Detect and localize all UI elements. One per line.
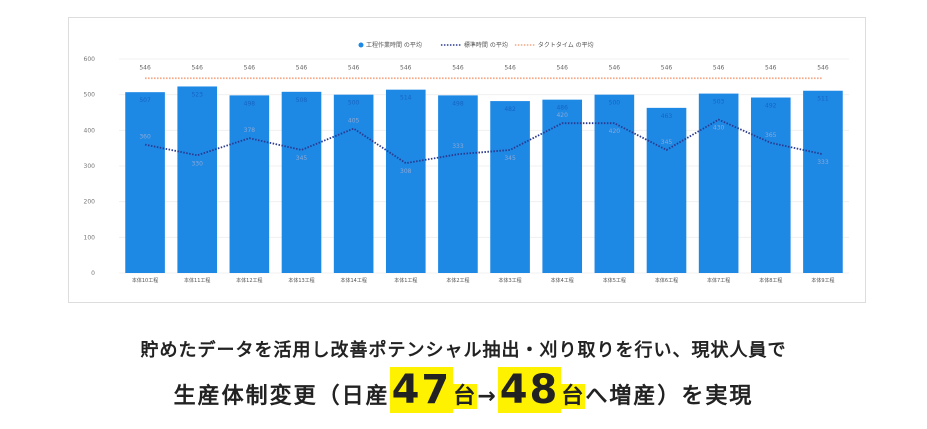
data-label: 330 — [191, 160, 203, 167]
bar — [646, 107, 687, 273]
data-label: 405 — [348, 118, 360, 125]
data-label: 546 — [713, 64, 725, 71]
x-tick-label: 本体10工程 — [132, 277, 158, 284]
bar — [177, 86, 218, 273]
data-label: 514 — [400, 95, 412, 102]
data-label: 503 — [713, 99, 725, 106]
data-label: 486 — [556, 105, 568, 112]
x-tick-label: 本体9工程 — [811, 277, 834, 284]
data-label: 500 — [348, 100, 360, 107]
bar — [750, 97, 791, 274]
x-tick-label: 本体4工程 — [551, 277, 574, 284]
data-label: 546 — [452, 64, 464, 71]
bar — [542, 99, 583, 273]
bar — [698, 93, 739, 273]
data-label: 360 — [139, 134, 151, 141]
caption-text: 台 — [561, 384, 586, 409]
y-tick-label: 400 — [84, 127, 96, 134]
data-label: 482 — [504, 106, 516, 113]
x-tick-label: 本体11工程 — [184, 277, 210, 284]
data-label: 430 — [713, 125, 725, 132]
data-label: 498 — [244, 100, 256, 107]
legend-label: タクトタイム の平均 — [538, 41, 594, 49]
data-label: 546 — [400, 64, 412, 71]
data-label: 420 — [556, 112, 568, 119]
legend-label: 工程作業時間 の平均 — [366, 41, 422, 49]
data-label: 345 — [504, 155, 516, 162]
data-label: 333 — [817, 159, 829, 166]
data-label: 345 — [661, 139, 673, 146]
data-label: 546 — [661, 64, 673, 71]
legend-label: 標準時間 の平均 — [464, 41, 508, 49]
caption-line2: 生産体制変更（日産47台→48台へ増産）を実現 — [0, 367, 927, 419]
data-label: 508 — [296, 97, 308, 104]
legend-swatch — [358, 42, 364, 48]
bar — [438, 95, 478, 273]
data-label: 500 — [609, 100, 621, 107]
caption-text: 生産体制変更（日産 — [173, 384, 390, 409]
caption-number: 47 — [389, 367, 454, 413]
data-label: 546 — [556, 64, 568, 71]
x-tick-label: 本体13工程 — [288, 277, 314, 284]
x-tick-label: 本体7工程 — [707, 277, 730, 284]
data-label: 420 — [609, 128, 621, 135]
x-tick-label: 本体1工程 — [394, 277, 417, 284]
x-tick-label: 本体2工程 — [446, 277, 469, 284]
data-label: 546 — [817, 64, 829, 71]
bar — [229, 95, 270, 273]
data-label: 378 — [244, 127, 256, 134]
x-tick-label: 本体12工程 — [236, 277, 262, 284]
y-tick-label: 100 — [84, 234, 96, 241]
data-label: 546 — [244, 64, 256, 71]
x-tick-label: 本体8工程 — [759, 277, 782, 284]
data-label: 333 — [452, 143, 464, 150]
caption-text: → — [477, 384, 498, 409]
data-label: 546 — [609, 64, 621, 71]
data-label: 492 — [765, 103, 777, 110]
data-label: 365 — [765, 132, 777, 139]
y-tick-label: 200 — [84, 199, 96, 206]
data-label: 546 — [191, 64, 203, 71]
x-tick-label: 本体14工程 — [340, 277, 366, 284]
caption-number: 48 — [497, 367, 562, 413]
line — [144, 118, 824, 165]
data-label: 523 — [191, 91, 203, 98]
caption-line1: 貯めたデータを活用し改善ポテンシャル抽出・刈り取りを行い、現状人員で — [140, 340, 787, 361]
bar — [594, 94, 635, 274]
data-label: 546 — [139, 64, 151, 71]
bar — [281, 91, 322, 274]
data-label: 546 — [296, 64, 308, 71]
y-tick-label: 600 — [84, 56, 96, 63]
y-tick-label: 0 — [91, 270, 95, 277]
chart-frame: 0 100 200 300 400 500 600 工程作業時間 の平均 標準時間 の平均 タクト… — [68, 17, 866, 303]
y-tick-label: 300 — [84, 163, 96, 170]
data-label: 546 — [504, 64, 516, 71]
bar — [385, 89, 426, 273]
data-label: 498 — [452, 100, 464, 107]
data-label: 546 — [765, 64, 777, 71]
chart: 0 100 200 300 400 500 600 工程作業時間 の平均 標準時間 の平均 タクト… — [84, 41, 849, 284]
data-label: 463 — [661, 113, 673, 120]
data-label: 507 — [139, 97, 151, 104]
bar — [125, 92, 165, 273]
data-label: 546 — [348, 64, 360, 71]
data-label: 308 — [400, 168, 412, 175]
y-tick-label: 500 — [84, 92, 96, 99]
caption-text: 台 — [453, 384, 478, 409]
x-tick-label: 本体5工程 — [603, 277, 626, 284]
bar — [333, 94, 374, 274]
x-tick-label: 本体6工程 — [655, 277, 678, 284]
bar — [490, 101, 530, 273]
caption-text: へ増産）を実現 — [585, 384, 754, 409]
data-label: 345 — [296, 155, 308, 162]
data-label: 511 — [817, 96, 829, 103]
bar — [803, 90, 843, 273]
x-tick-label: 本体3工程 — [498, 277, 521, 284]
